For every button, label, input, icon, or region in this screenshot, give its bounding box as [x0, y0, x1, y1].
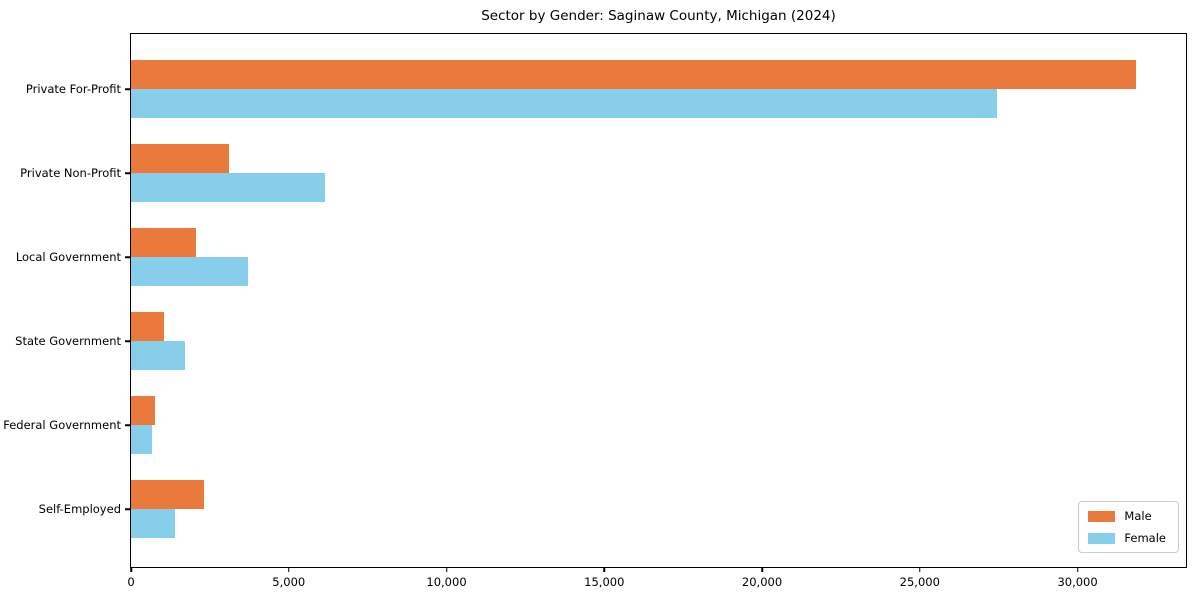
bar-male-self-employed [131, 480, 204, 509]
x-tick-mark [603, 567, 606, 572]
bar-male-federal-government [131, 396, 155, 425]
legend: Male Female [1078, 501, 1179, 553]
x-tick-label-5-000: 5,000 [272, 575, 306, 589]
chart-title: Sector by Gender: Saginaw County, Michig… [481, 8, 836, 24]
y-tick-mark [125, 340, 130, 342]
y-tick-label-federal-government: Federal Government [3, 418, 121, 432]
x-tick-label-20-000: 20,000 [741, 575, 783, 589]
y-tick-mark [125, 508, 130, 510]
legend-swatch-female [1088, 532, 1116, 544]
x-tick-label-0: 0 [127, 575, 135, 589]
bar-female-federal-government [131, 425, 152, 454]
y-tick-label-private-for-profit: Private For-Profit [25, 82, 121, 96]
x-tick-mark [761, 567, 763, 572]
x-tick-mark [919, 567, 921, 572]
x-tick-label-15-000: 15,000 [584, 575, 625, 589]
bar-female-local-government [131, 257, 248, 286]
legend-label-male: Male [1124, 509, 1152, 523]
y-tick-mark [125, 88, 130, 90]
bar-male-private-for-profit [131, 60, 1136, 89]
x-tick-label-10-000: 10,000 [426, 575, 467, 589]
legend-swatch-male [1088, 510, 1116, 522]
y-tick-label-local-government: Local Government [15, 250, 121, 264]
bar-female-private-for-profit [131, 89, 998, 118]
x-tick-mark [288, 567, 290, 572]
bar-male-private-non-profit [131, 144, 229, 173]
y-tick-label-state-government: State Government [15, 334, 121, 348]
bar-female-state-government [131, 341, 185, 370]
x-tick-label-25-000: 25,000 [899, 575, 940, 589]
plot-area: Private For-Profit Private Non-Profit Loca… [3, 33, 1187, 589]
x-tick-mark [445, 567, 448, 572]
bar-male-local-government [131, 228, 196, 257]
bar-female-private-non-profit [131, 173, 326, 202]
y-tick-mark [125, 424, 130, 426]
x-tick-label-30-000: 30,000 [1057, 575, 1098, 589]
y-tick-label-private-non-profit: Private Non-Profit [20, 166, 121, 180]
legend-item-male: Male [1088, 509, 1166, 523]
legend-label-female: Female [1124, 531, 1166, 545]
x-tick-mark [1076, 567, 1079, 572]
x-tick-mark [130, 567, 132, 572]
y-tick-mark [125, 172, 130, 174]
y-tick-label-self-employed: Self-Employed [38, 502, 121, 516]
legend-item-female: Female [1088, 531, 1166, 545]
bar-female-self-employed [131, 509, 176, 538]
bar-male-state-government [131, 312, 165, 341]
y-tick-mark [125, 256, 130, 258]
